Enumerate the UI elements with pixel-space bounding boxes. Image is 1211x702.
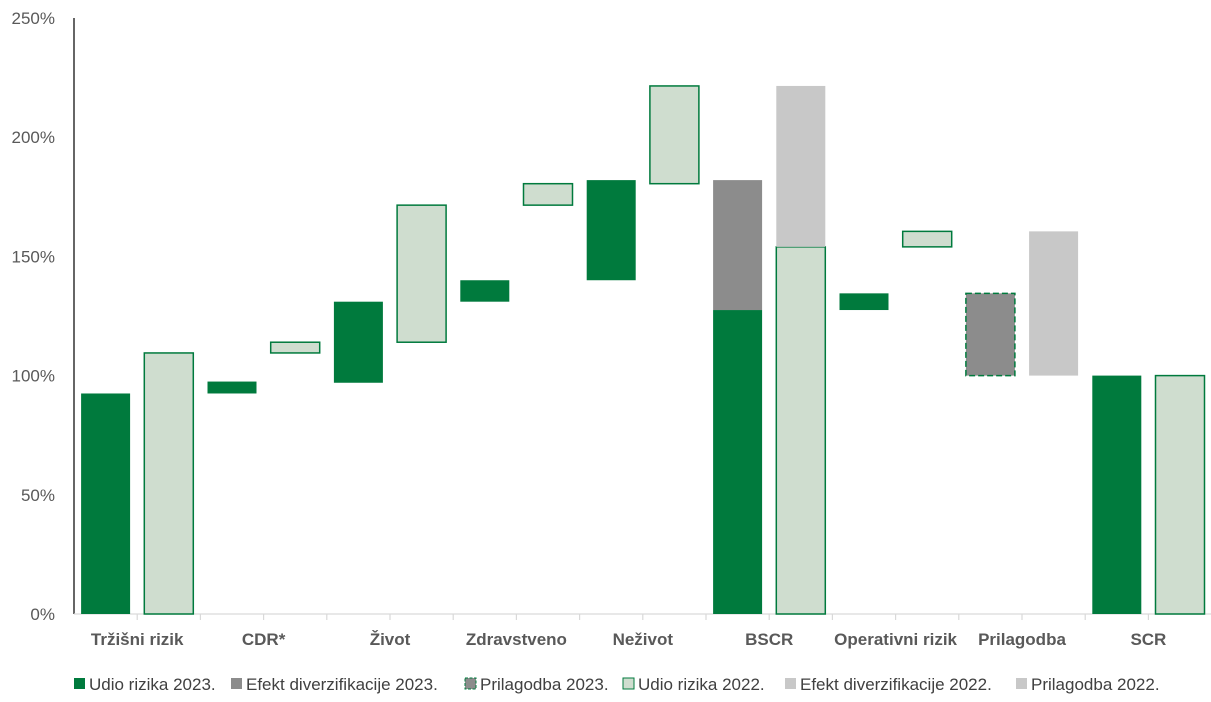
bar-efekt-diverzifikacije-2022 [776,85,826,247]
bar-udio-rizika-2022 [396,204,447,343]
bar-udio-rizika-2023 [333,301,383,383]
legend-marker [74,678,85,689]
x-category-label: SCR [1130,630,1166,649]
bar-udio-rizika-2023 [586,180,636,281]
y-tick-label: 250% [12,9,55,28]
y-tick-label: 200% [12,128,55,147]
x-category-label: Tržišni rizik [91,630,184,649]
x-category-label: BSCR [745,630,793,649]
legend-entry: Prilagodba 2022. [1031,675,1160,694]
bar-udio-rizika-2022 [143,352,195,615]
bar-udio-rizika-2023 [207,381,257,394]
bar-udio-rizika-2023 [460,280,510,302]
bar-udio-rizika-2022 [522,182,574,206]
bar-efekt-diverzifikacije-2023 [713,180,763,311]
x-category-label: Život [370,630,411,649]
legend-entry: Efekt diverzifikacije 2023. [246,675,438,694]
bar-udio-rizika-2023 [81,393,131,614]
x-category-label: Operativni rizik [834,630,957,649]
x-category-label: CDR* [242,630,286,649]
y-tick-label: 100% [12,367,55,386]
bar-udio-rizika-2022 [901,230,953,248]
bar-udio-rizika-2022 [649,85,700,185]
bar-udio-rizika-2022 [269,341,321,354]
legend-entry: Udio rizika 2022. [638,675,765,694]
bar-udio-rizika-2022 [775,246,827,615]
x-category-label: Prilagodba [978,630,1066,649]
bar-prilagodba-2023 [965,292,1016,377]
bar-udio-rizika-2023 [713,310,763,614]
y-tick-label: 0% [30,605,55,624]
legend-entry: Prilagodba 2023. [480,675,609,694]
bar-udio-rizika-2022 [1154,374,1206,615]
legend-marker [785,678,796,689]
legend-marker [464,677,477,690]
legend-marker [622,677,635,690]
y-tick-label: 50% [21,486,55,505]
legend-entry: Udio rizika 2023. [89,675,216,694]
bar-udio-rizika-2023 [839,293,889,311]
bar-udio-rizika-2023 [1092,375,1142,614]
bar-prilagodba-2022 [1029,231,1079,376]
y-tick-label: 150% [12,247,55,266]
legend-marker [1016,678,1027,689]
legend-entry: Efekt diverzifikacije 2022. [800,675,992,694]
x-category-label: Zdravstveno [466,630,567,649]
legend-marker [231,678,242,689]
x-category-label: Neživot [613,630,674,649]
